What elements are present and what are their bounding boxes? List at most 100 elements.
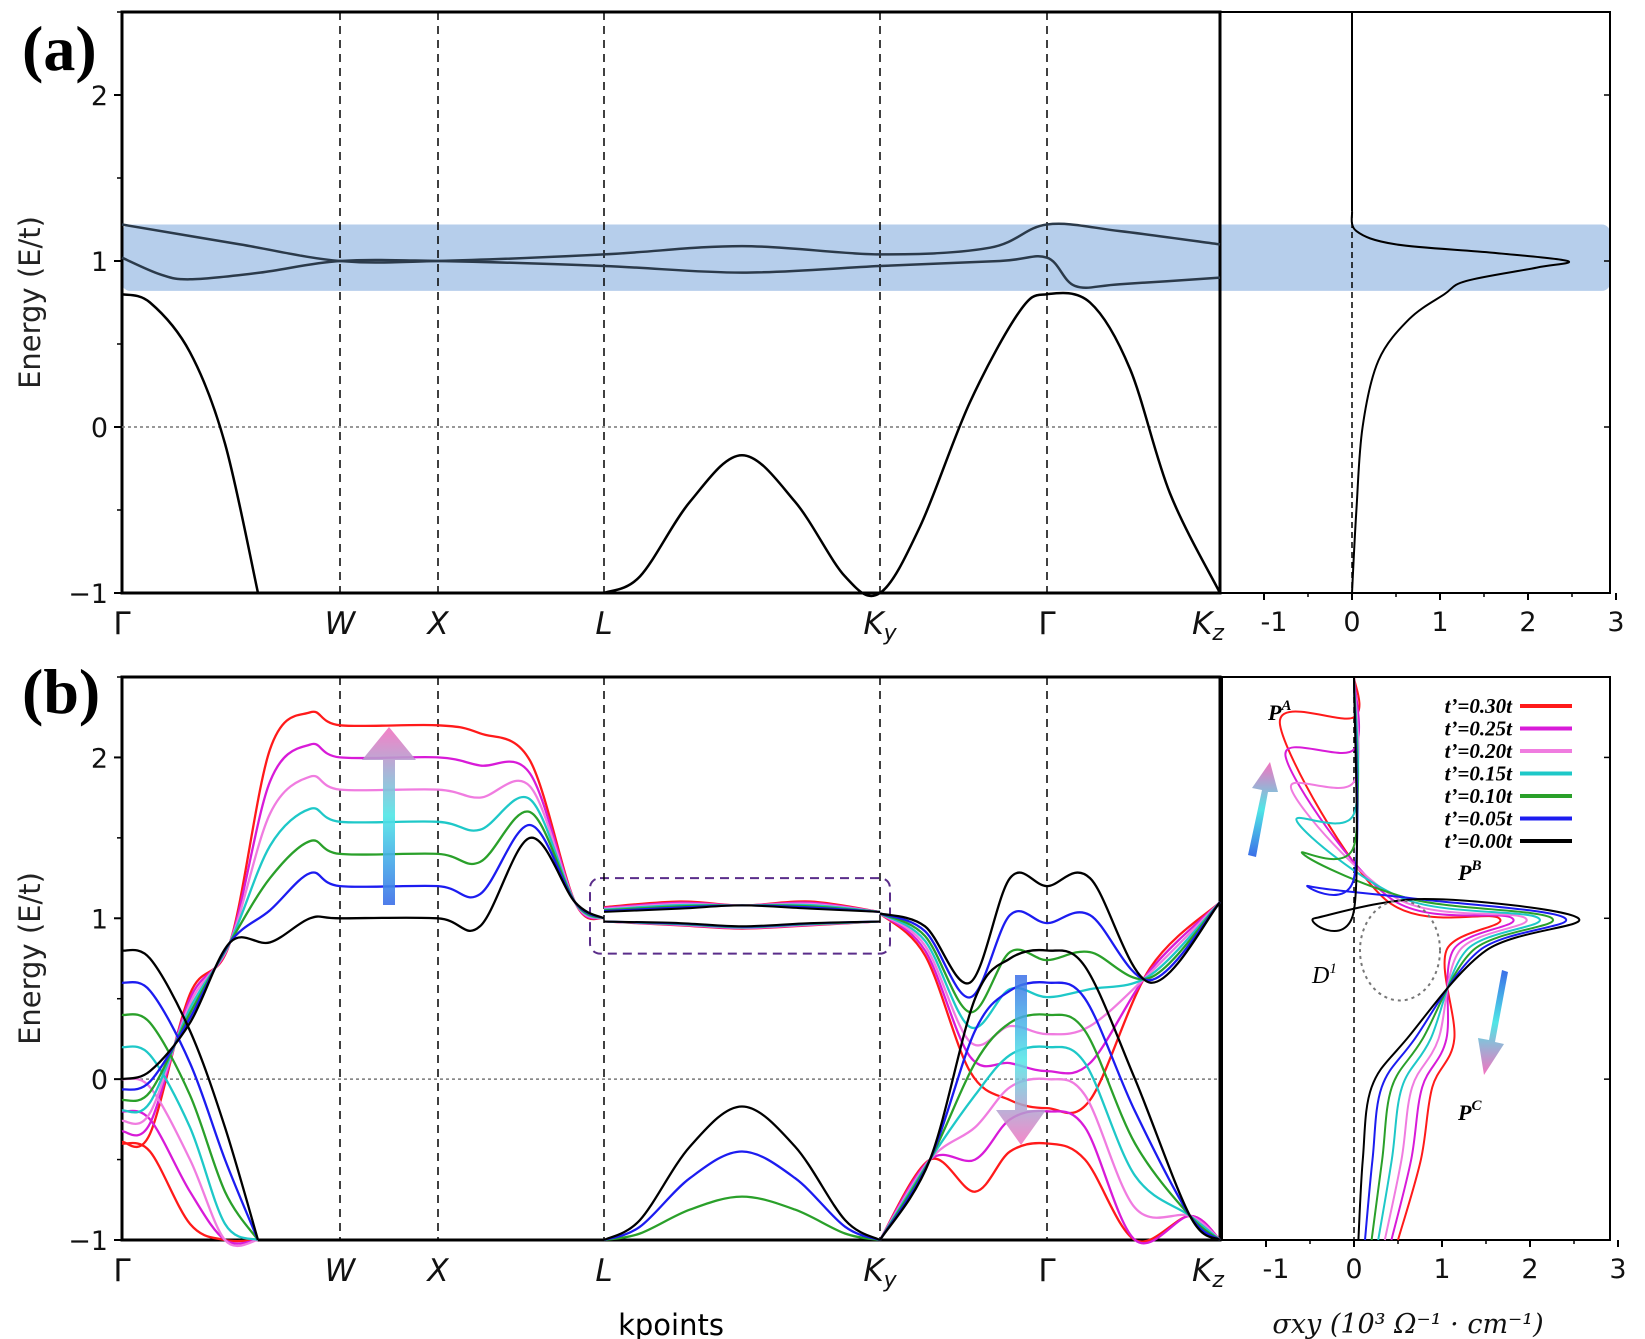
b-band-line — [603, 1195, 881, 1242]
b-dos-curve — [1279, 676, 1502, 1241]
b-band-line — [879, 1077, 1221, 1241]
b-band-line — [121, 1141, 259, 1243]
b-band-line — [879, 901, 1221, 999]
annotation-pc-sup: C — [1471, 1098, 1482, 1114]
b-band-line — [603, 1105, 881, 1242]
b-ytick-label: 2 — [91, 743, 108, 774]
a-dos-frame — [1219, 11, 1611, 594]
b-band-line — [879, 948, 1221, 1242]
a-band-line — [603, 291, 1222, 598]
b-flatband-box — [589, 877, 891, 955]
b-band-line — [879, 1013, 1221, 1241]
b-band-line — [121, 981, 260, 1241]
b-dos-xtick-label: 0 — [1345, 1254, 1362, 1285]
a-kpoint-label: Γ — [113, 606, 131, 642]
up-arrow-icon — [362, 727, 416, 905]
b-band-line — [121, 948, 260, 1241]
b-band-line — [121, 1045, 259, 1242]
b-band-line — [121, 742, 605, 1137]
b-band-line — [879, 1109, 1221, 1245]
b-ytick-label: 0 — [91, 1065, 108, 1096]
b-kpoint-label: L — [595, 1253, 612, 1289]
b-kpoint-label: W — [325, 1253, 357, 1289]
b-dos-xtick-label: -1 — [1263, 1254, 1290, 1285]
a-kpoint-label: Ky — [863, 606, 897, 646]
b-dos-xtick-label: 3 — [1609, 1254, 1626, 1285]
b-ytick-label: −1 — [68, 1226, 108, 1257]
legend-label: t’=0.30t — [1445, 694, 1514, 718]
b-dos-curve — [1306, 676, 1568, 1241]
b-band-line — [121, 836, 605, 1081]
annotation-d1-sup: 1 — [1329, 961, 1337, 977]
a-panel-label: (a) — [22, 13, 97, 84]
annotation-d1: D1 — [1311, 961, 1337, 989]
b-band-line — [121, 710, 605, 1148]
annotation-pb-sup: B — [1470, 858, 1481, 874]
annotation-pa-sup: A — [1280, 698, 1291, 714]
a-dos-xtick-label: 3 — [1607, 607, 1624, 638]
a-flatband-highlight — [122, 224, 1610, 291]
a-plot-frame — [120, 10, 1222, 595]
b-kpoint-label: Γ — [113, 1253, 131, 1289]
b-band-line — [879, 901, 1221, 1030]
b-band-line — [121, 810, 605, 1103]
b-ytick-label: 1 — [91, 904, 108, 935]
a-dos-xtick-label: 2 — [1519, 607, 1536, 638]
a-kpoint-label: W — [325, 606, 357, 642]
b-plot-frame — [120, 675, 1222, 1242]
legend-label: t’=0.10t — [1445, 784, 1514, 808]
b-dos-curve — [1284, 676, 1515, 1241]
annotation-pa: PA — [1267, 698, 1291, 725]
b-flat-band-line — [603, 904, 881, 913]
a-kpoint-label: Γ — [1038, 606, 1056, 642]
legend-label: t’=0.00t — [1445, 829, 1514, 853]
b-dos-xlabel: σxy (10³ Ω⁻¹ · cm⁻¹) — [1272, 1309, 1543, 1339]
legend-label: t’=0.05t — [1445, 807, 1514, 831]
panel-b: −1 0 1 2 Γ W X L Ky Γ Kz Energy (E/t) -1 0 1 2 3 t’=0.30t… — [13, 656, 1627, 1339]
a-dos-xtick-label: 0 — [1343, 607, 1360, 638]
b-band-line — [879, 901, 1221, 1014]
b-xlabel: kpoints — [618, 1308, 724, 1339]
b-band-line — [879, 871, 1221, 985]
b-dos-curve — [1290, 676, 1528, 1241]
b-band-line — [879, 1045, 1221, 1241]
a-ytick-label: 1 — [91, 247, 108, 278]
dos-down-arrow-icon — [1478, 970, 1508, 1075]
a-ytick-label: 0 — [91, 413, 108, 444]
a-kpoint-subscript: z — [1211, 621, 1224, 646]
b-band-line — [121, 1109, 259, 1245]
b-flat-band-line — [603, 920, 881, 928]
b-ylabel: Energy (E/t) — [13, 872, 47, 1045]
a-ytick-label: 2 — [91, 81, 108, 112]
b-band-line — [603, 1150, 881, 1242]
b-band-line — [121, 795, 605, 1114]
a-kpoint-subscript: y — [883, 621, 898, 646]
b-band-line — [879, 901, 1221, 1047]
b-kpoint-label: Γ — [1038, 1253, 1056, 1289]
b-dos-curve — [1300, 676, 1554, 1241]
a-kpoint-label: Kz — [1192, 606, 1224, 646]
a-ylabel: Energy (E/t) — [13, 216, 47, 389]
a-band-line — [121, 292, 260, 594]
b-kpoint-subscript: y — [883, 1268, 898, 1293]
panel-a: −1 0 1 2 Γ W X L Ky Γ Kz Energy (E/t) -1 0 1 2 3 (a) — [13, 10, 1625, 646]
legend-label: t’=0.20t — [1445, 739, 1514, 763]
annotation-pc: PC — [1457, 1098, 1482, 1125]
a-kpoint-label: X — [425, 606, 449, 642]
d1-circle — [1359, 899, 1441, 1002]
b-kpoint-label: Kz — [1192, 1253, 1224, 1293]
b-dos-xtick-label: 1 — [1433, 1254, 1450, 1285]
a-ytick-label: −1 — [68, 579, 108, 610]
a-dos-curve — [1350, 210, 1571, 594]
a-flat-band-line — [121, 222, 1221, 264]
down-arrow-icon — [996, 975, 1046, 1145]
a-dos-xtick-label: 1 — [1431, 607, 1448, 638]
b-band-line — [879, 981, 1221, 1241]
b-dos-frame — [1221, 676, 1611, 1241]
legend-label: t’=0.15t — [1445, 762, 1514, 786]
annotation-pb: PB — [1457, 858, 1481, 885]
b-band-line — [121, 1013, 259, 1241]
b-band-line — [121, 1077, 259, 1248]
legend-label: t’=0.25t — [1445, 717, 1514, 741]
b-dos-curve — [1295, 676, 1541, 1241]
